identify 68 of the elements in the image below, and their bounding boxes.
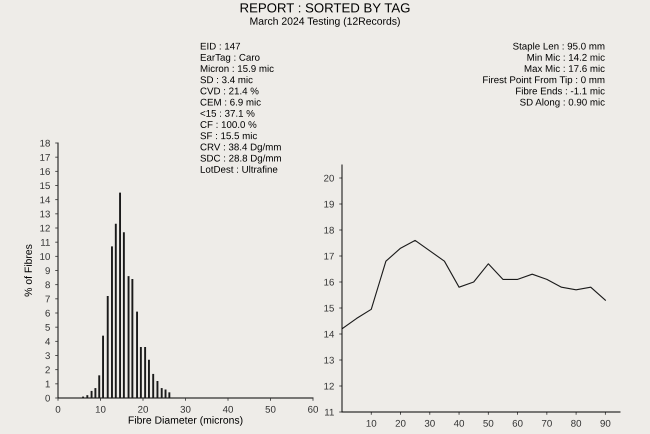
text: EID : 147 (200, 42, 240, 50)
y-tick-label: 15 (324, 304, 334, 312)
y-tick-label: 4 (45, 338, 50, 345)
x-tick-label: 20 (396, 420, 406, 427)
y-tick-label: 10 (40, 253, 50, 260)
y-tick-label: 14 (324, 330, 334, 338)
text: SF : 15.5 mic (200, 132, 258, 140)
text: Fibre Ends : -1.1 mic (516, 87, 605, 94)
y-tick-label: 3 (45, 352, 50, 360)
y-tick-label: 19 (324, 200, 334, 208)
y-tick-label: 0 (45, 394, 50, 402)
text: CEM : 6.9 mic (200, 98, 261, 106)
y-tick-label: 13 (40, 210, 50, 218)
y-tick-label: 9 (45, 267, 50, 274)
y-tick-label: 16 (324, 278, 334, 286)
y-tick-label: 16 (40, 168, 50, 175)
text: Firest Point From Tip : 0 mm (483, 76, 604, 86)
annotation: LotDest : Ultrafine (200, 166, 278, 173)
y-tick-label: 17 (40, 154, 50, 161)
text: Min Mic : 14.2 mic (527, 54, 605, 61)
y-tick-label: 13 (324, 356, 334, 364)
text: Staple Len : 95.0 mm (513, 42, 604, 52)
text: EarTag : Caro (200, 54, 260, 63)
text: SD : 3.4 mic (200, 76, 253, 84)
x-tick-label: 40 (454, 420, 464, 427)
x-tick-label: 50 (483, 420, 494, 427)
y-tick-label: 17 (324, 252, 334, 260)
x-tick-label: 80 (571, 420, 582, 427)
text: Micron : 15.9 mic (200, 64, 274, 72)
y-tick-label: 8 (45, 281, 50, 288)
y-tick-label: 11 (325, 408, 334, 416)
x-tick-label: 60 (512, 420, 523, 427)
text: Max Mic : 17.6 mic (524, 64, 605, 72)
annotation: CRV : 38.4 Dg/mm (200, 143, 281, 152)
y-tick-label: 5 (45, 324, 50, 331)
x-tick-label: 0 (56, 406, 60, 413)
chart-subtitle: March 2024 Testing (12Records) (250, 17, 400, 27)
text: <15 : 37.1 % (200, 110, 255, 117)
x-tick-label: 50 (265, 406, 276, 413)
x-axis-title: Fibre Diameter (microns) (128, 416, 242, 426)
x-tick-label: 30 (180, 406, 191, 413)
y-tick-label: 11 (41, 239, 50, 246)
y-tick-label: 18 (40, 140, 50, 147)
x-tick-label: 60 (308, 406, 318, 413)
x-tick-label: 90 (600, 420, 610, 427)
x-tick-label: 40 (222, 406, 234, 413)
y-tick-label: 1 (46, 380, 50, 388)
y-tick-label: 12 (40, 224, 50, 232)
x-tick-label: 30 (424, 420, 435, 427)
line-series (342, 240, 606, 330)
y-tick-label: 18 (324, 226, 334, 234)
y-tick-label: 7 (45, 296, 50, 302)
x-tick-label: 10 (96, 406, 106, 413)
text: CVD : 21.4 % (200, 88, 259, 94)
y-tick-label: 15 (40, 182, 50, 190)
y-tick-label: 20 (324, 174, 334, 182)
text: CF : 100.0 % (200, 121, 256, 128)
y-tick-label: 6 (45, 310, 50, 317)
text: SD Along : 0.90 mic (520, 98, 605, 108)
chart-title: REPORT : SORTED BY TAG (240, 3, 410, 13)
x-tick-label: 10 (366, 420, 376, 427)
y-tick-label: 14 (40, 196, 50, 204)
y-tick-label: 12 (324, 382, 334, 390)
x-tick-label: 70 (542, 420, 552, 427)
y-axis-title: % of Fibres (24, 244, 32, 296)
x-tick-label: 20 (138, 406, 148, 413)
annotation: SDC : 28.8 Dg/mm (200, 154, 281, 164)
y-tick-label: 2 (45, 366, 50, 374)
